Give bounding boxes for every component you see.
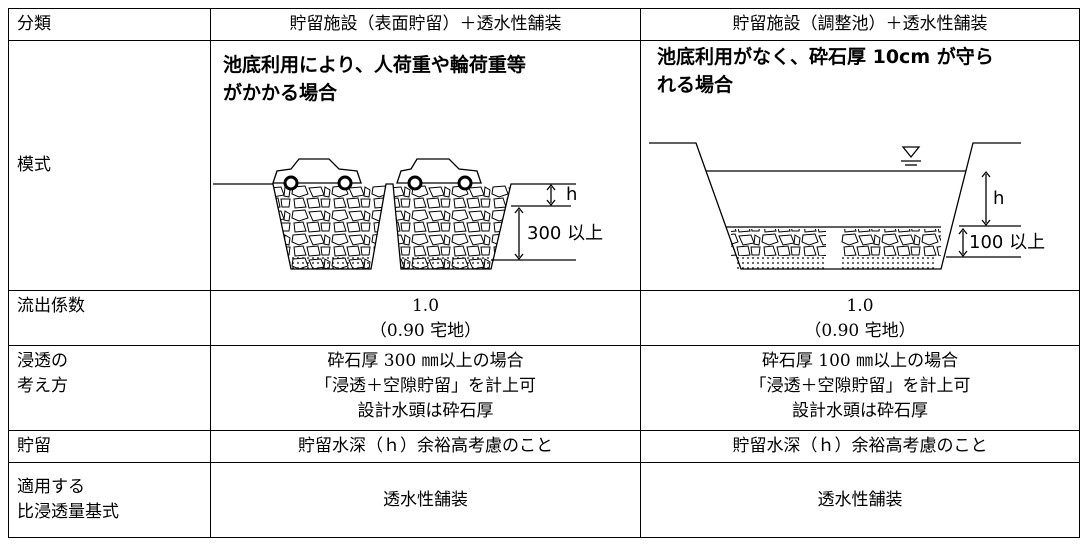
text-line: 貯留 [17, 436, 51, 456]
text-line: 設計水頭は砕石厚 [792, 401, 928, 421]
text-line: 流出係数 [17, 296, 85, 316]
table-row: 貯留 貯留水深（ｈ）余裕高考慮のこと 貯留水深（ｈ）余裕高考慮のこと [8, 430, 1080, 463]
text-line: 透水性舗装 [383, 489, 468, 510]
dimension-label: 100 以上 [969, 232, 1045, 253]
text-line: 設計水頭は砕石厚 [357, 401, 494, 421]
text-line: 比浸透量基式 [17, 502, 119, 522]
dimension-label: h [566, 184, 577, 205]
diagram-cell: 池底利用がなく、砕石厚 10cm が守ら れる場合 [640, 40, 1080, 291]
caption: がかかる場合 [223, 81, 338, 104]
table-row: 流出係数 1.0 （0.90 宅地） 1.0 （0.90 宅地） [8, 290, 1080, 346]
diagram-cell: 池底利用により、人荷重や輪荷重等 がかかる場合 [210, 40, 641, 291]
table-cell: 透水性舗装 [210, 462, 641, 538]
text-line: 考え方 [17, 376, 68, 396]
table-cell: 透水性舗装 [640, 462, 1080, 538]
row-label: 流出係数 [8, 290, 211, 346]
dimension-label: 300 以上 [527, 223, 603, 244]
dimension-label: h [993, 188, 1004, 209]
text-line: 貯留水深（ｈ）余裕高考慮のこと [732, 436, 988, 456]
table-cell: 貯留水深（ｈ）余裕高考慮のこと [640, 430, 1080, 463]
header-cell: 貯留施設（調整池）＋透水性舗装 [640, 8, 1080, 41]
text-line: 浸透の [17, 351, 68, 371]
header-cell: 分類 [8, 8, 211, 41]
table-cell: 貯留水深（ｈ）余裕高考慮のこと [210, 430, 641, 463]
table: 分類 貯留施設（表面貯留）＋透水性舗装 貯留施設（調整池）＋透水性舗装 模式 [8, 8, 1080, 538]
text-line: （0.90 宅地） [369, 321, 482, 341]
illustration [649, 142, 1021, 270]
text-line: 「浸透＋空隙貯留」を計上可 [315, 376, 536, 396]
table-cell: 1.0 （0.90 宅地） [640, 290, 1080, 346]
text-line: 貯留水深（ｈ）余裕高考慮のこと [298, 436, 553, 456]
row-label: 適用する比浸透量基式 [8, 462, 211, 538]
row-label: 模式 [8, 40, 211, 291]
table-cell: 1.0 （0.90 宅地） [210, 290, 641, 346]
table-row: 適用する比浸透量基式 透水性舗装 透水性舗装 [8, 462, 1080, 538]
table-cell: 砕石厚 300 ㎜以上の場合 「浸透＋空隙貯留」を計上可 設計水頭は砕石厚 [210, 345, 641, 431]
diagram: 池底利用がなく、砕石厚 10cm が守ら れる場合 [649, 45, 1045, 270]
text-line: 1.0 [846, 296, 874, 316]
diagram: 池底利用により、人荷重や輪荷重等 がかかる場合 [213, 53, 603, 270]
illustration [213, 158, 576, 270]
caption: 池底利用がなく、砕石厚 10cm が守ら [657, 45, 994, 68]
table-row: 浸透の 考え方 砕石厚 300 ㎜以上の場合 「浸透＋空隙貯留」を計上可 設計水頭は砕石… [8, 345, 1080, 431]
caption: れる場合 [657, 73, 734, 96]
text-line: （0.90 宅地） [804, 321, 916, 341]
header-row: 分類 貯留施設（表面貯留）＋透水性舗装 貯留施設（調整池）＋透水性舗装 [8, 8, 1080, 41]
table-cell: 砕石厚 100 ㎜以上の場合 「浸透＋空隙貯留」を計上可 設計水頭は砕石厚 [640, 345, 1080, 431]
row-label: 浸透の 考え方 [8, 345, 211, 431]
header-cell: 貯留施設（表面貯留）＋透水性舗装 [210, 8, 641, 41]
text-line: 1.0 [411, 296, 440, 316]
diagram-row: 模式 [8, 40, 1080, 291]
text-line: 砕石厚 100 ㎜以上の場合 [761, 351, 959, 371]
text-line: 「浸透＋空隙貯留」を計上可 [749, 376, 971, 396]
caption: 池底利用により、人荷重や輪荷重等 [223, 53, 526, 76]
row-label: 貯留 [8, 430, 211, 463]
text-line: 適用する [17, 477, 85, 497]
text-line: 砕石厚 300 ㎜以上の場合 [327, 351, 524, 371]
text-line: 透水性舗装 [817, 489, 903, 510]
